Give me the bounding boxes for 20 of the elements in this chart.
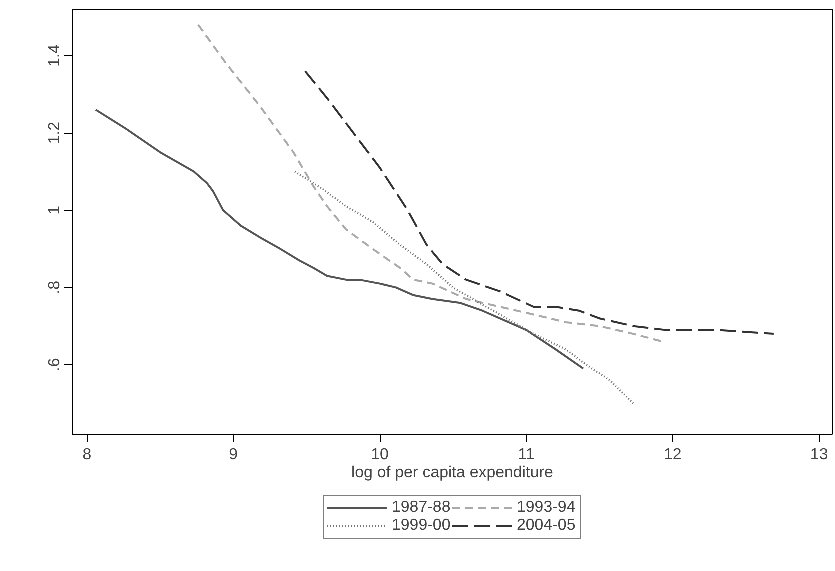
y-tick-label: 1.2 (46, 122, 64, 144)
line-series (304, 70, 775, 336)
x-tick-label: 8 (82, 446, 92, 464)
x-tick-label: 12 (664, 446, 682, 464)
x-tick-label: 10 (371, 446, 390, 464)
legend-label: 2004-05 (517, 517, 577, 535)
y-tick-label: .8 (46, 280, 64, 294)
y-tick-label: 1.4 (46, 44, 64, 67)
legend-label: 1993-94 (517, 499, 577, 517)
x-tick-label: 13 (810, 446, 828, 464)
legend-label: 1999-00 (392, 517, 452, 535)
x-tick-label: 9 (229, 446, 238, 464)
line-series (197, 24, 664, 343)
x-tick-label: 11 (518, 446, 535, 464)
legend-label: 1987-88 (392, 499, 452, 517)
x-axis-title: log of per capita expenditure (352, 464, 554, 482)
line-series (294, 170, 634, 405)
y-tick-label: 1 (46, 206, 64, 215)
line-series (94, 108, 585, 370)
y-tick-label: .6 (46, 358, 64, 372)
